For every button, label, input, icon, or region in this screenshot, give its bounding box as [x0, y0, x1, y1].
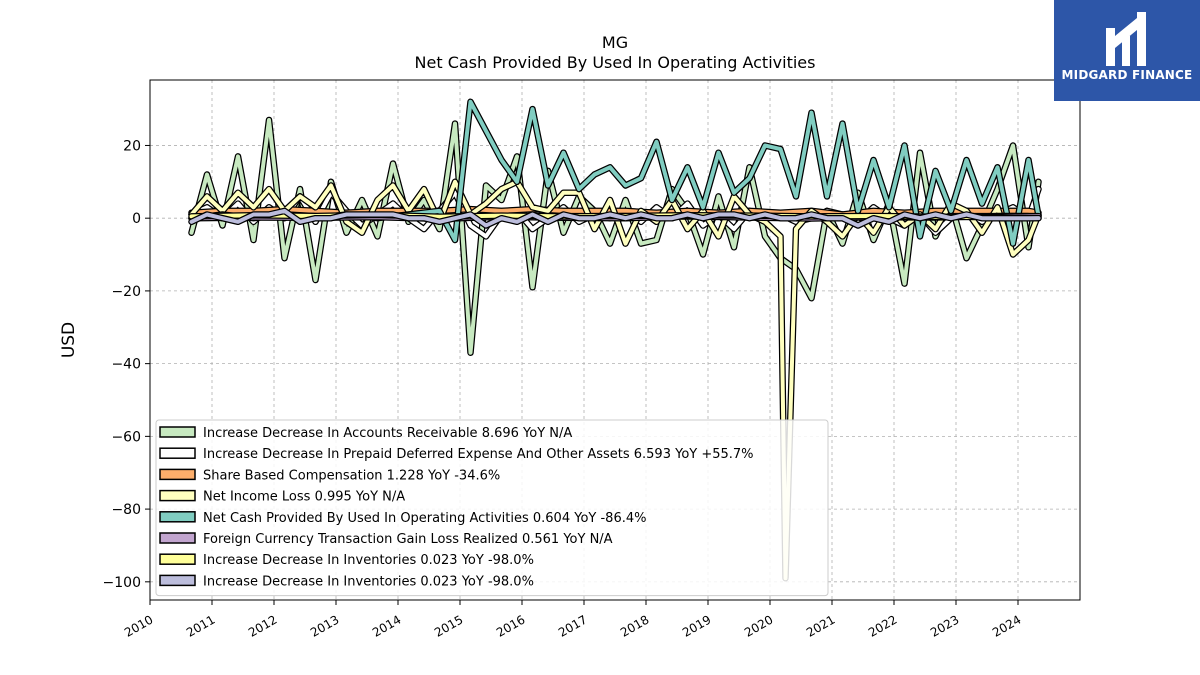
- y-tick-label: 0: [132, 211, 141, 227]
- legend-swatch: [159, 426, 196, 438]
- legend-label: Foreign Currency Transaction Gain Loss R…: [203, 532, 613, 547]
- series-line: [189, 99, 1041, 246]
- legend-label: Increase Decrease In Prepaid Deferred Ex…: [203, 447, 754, 462]
- legend-label: Increase Decrease In Inventories 0.023 Y…: [203, 574, 534, 589]
- legend-label: Net Income Loss 0.995 YoY N/A: [203, 490, 405, 505]
- y-tick-label: −60: [111, 429, 141, 445]
- y-tick-label: −80: [111, 502, 141, 518]
- legend-label: Increase Decrease In Accounts Receivable…: [203, 426, 572, 441]
- legend-item: Increase Decrease In Inventories 0.023 Y…: [159, 574, 534, 589]
- y-tick-label: −100: [103, 575, 141, 591]
- y-tick-label: −20: [111, 284, 141, 300]
- legend-swatch: [159, 532, 196, 544]
- legend-item: Net Income Loss 0.995 YoY N/A: [159, 489, 405, 505]
- legend-item: Increase Decrease In Prepaid Deferred Ex…: [159, 447, 754, 462]
- legend-box: [155, 419, 829, 597]
- legend-swatch: [159, 574, 196, 587]
- legend-item: Net Cash Provided By Used In Operating A…: [159, 511, 646, 526]
- midgard-logo-mark-icon: [1106, 12, 1146, 66]
- legend-item: Increase Decrease In Accounts Receivable…: [159, 426, 572, 441]
- legend-label: Net Cash Provided By Used In Operating A…: [203, 511, 646, 526]
- legend-item: Share Based Compensation 1.228 YoY -34.6…: [159, 468, 500, 483]
- legend-label: Increase Decrease In Inventories 0.023 Y…: [203, 553, 534, 568]
- y-tick-label: −40: [111, 357, 141, 373]
- series-line: [189, 208, 1041, 228]
- y-axis: 20 0 −20 −40 −60 −80 −100: [103, 138, 150, 591]
- legend-swatch: [159, 489, 196, 502]
- chart-title: MG: [602, 33, 628, 52]
- legend-swatch: [159, 468, 196, 481]
- series-5: [188, 98, 1042, 247]
- series-group: [188, 98, 1042, 582]
- y-tick-label: 20: [123, 138, 141, 154]
- legend-swatch: [159, 447, 196, 459]
- series-8: [188, 207, 1042, 229]
- chart-subtitle: Net Cash Provided By Used In Operating A…: [415, 53, 816, 72]
- brand-logo: MIDGARD FINANCE: [1054, 0, 1200, 101]
- legend: Increase Decrease In Accounts Receivable…: [155, 419, 829, 597]
- legend-swatch: [159, 553, 196, 565]
- legend-label: Share Based Compensation 1.228 YoY -34.6…: [203, 468, 500, 483]
- plot-frame: [149, 79, 1081, 601]
- y-axis-label: USD: [59, 322, 79, 358]
- brand-name: MIDGARD FINANCE: [1061, 68, 1193, 82]
- legend-item: Increase Decrease In Inventories 0.023 Y…: [159, 553, 534, 568]
- legend-swatch: [159, 511, 196, 523]
- legend-item: Foreign Currency Transaction Gain Loss R…: [159, 532, 613, 547]
